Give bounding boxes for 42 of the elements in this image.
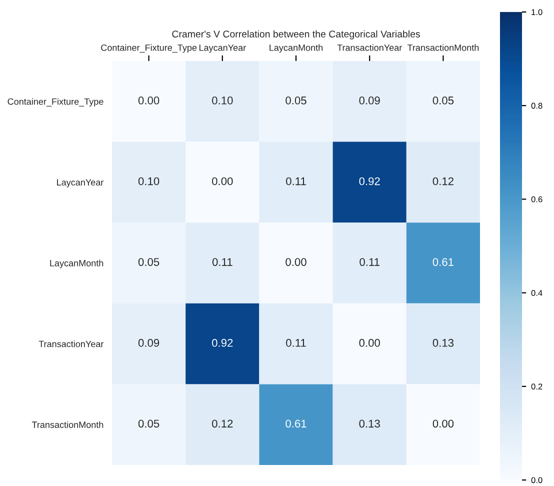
data-label: 0.11 xyxy=(286,338,306,347)
data-label: 0.12 xyxy=(432,177,454,186)
y-tick-label: LaycanMonth xyxy=(50,260,104,268)
data-label: 0.13 xyxy=(359,420,380,428)
data-label: 0.12 xyxy=(212,420,233,428)
data-label: 0.11 xyxy=(212,258,232,266)
color-bar-label: 0.8 xyxy=(531,102,542,109)
x-tick-label: LaycanMonth xyxy=(270,44,323,53)
data-label: 0.05 xyxy=(432,96,454,104)
color-bar-label: 0.6 xyxy=(531,196,542,202)
x-tick-label: TransactionMonth xyxy=(407,44,479,51)
y-tick-label: LaycanYear xyxy=(57,179,104,188)
chart-title: Cramer's V Correlation between the Categorical Variables xyxy=(172,30,420,40)
data-label: 0.00 xyxy=(286,258,306,266)
color-bar-label: 0.4 xyxy=(531,290,542,296)
data-label: 0.10 xyxy=(138,177,160,186)
data-label: 0.05 xyxy=(138,420,160,428)
data-label: 0.09 xyxy=(359,96,380,104)
x-tick-label: TransactionYear xyxy=(337,44,402,51)
data-label: 0.00 xyxy=(359,338,380,347)
data-label: 0.11 xyxy=(360,258,380,266)
y-tick-label: Container_Fixture_Type xyxy=(8,98,104,107)
y-tick-label: TransactionMonth xyxy=(32,421,104,428)
y-tick-label: TransactionYear xyxy=(38,340,104,348)
data-label: 0.05 xyxy=(286,96,306,104)
data-label: 0.92 xyxy=(212,338,233,347)
data-label: 0.05 xyxy=(138,258,160,266)
color-bar-label: 0.2 xyxy=(531,384,542,390)
data-label: 0.09 xyxy=(138,338,160,347)
data-label: 0.92 xyxy=(359,177,380,186)
data-label: 0.00 xyxy=(432,420,454,428)
x-tick-label: Container_Fixture_Type xyxy=(101,44,197,53)
color-bar-label: 1.0 xyxy=(532,9,542,16)
data-label: 0.13 xyxy=(432,338,454,347)
data-label: 0.00 xyxy=(212,177,233,186)
data-label: 0.61 xyxy=(286,420,306,428)
data-label: 0.11 xyxy=(286,177,306,186)
x-tick-label: LaycanYear xyxy=(199,44,246,53)
data-label: 0.61 xyxy=(432,258,454,266)
data-label: 0.00 xyxy=(138,96,160,104)
data-label: 0.10 xyxy=(212,96,233,104)
color-bar-label: 0.0 xyxy=(531,477,542,484)
